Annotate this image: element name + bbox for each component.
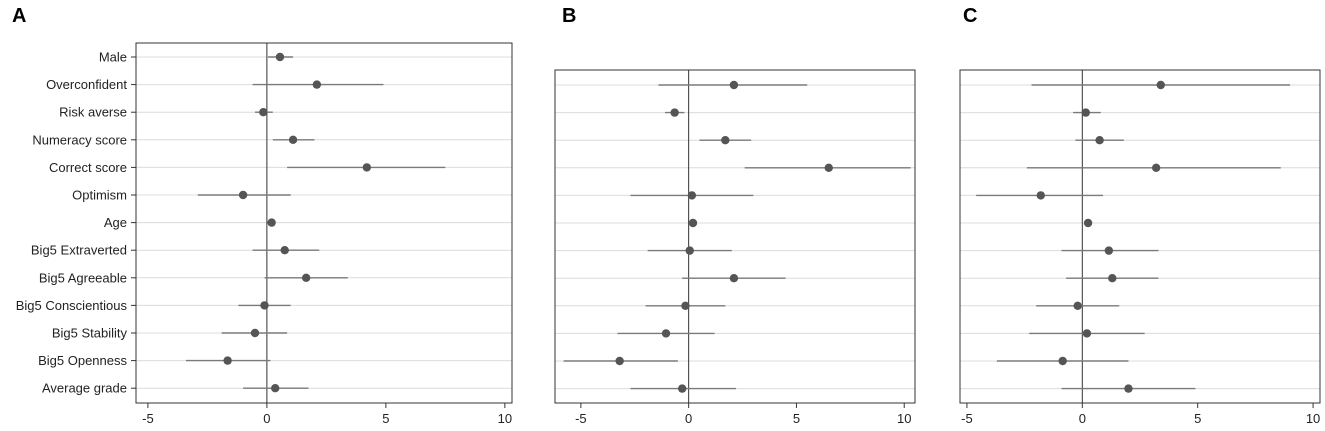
estimate-point <box>824 163 833 172</box>
estimate-point <box>280 246 289 255</box>
x-tick-label: 10 <box>1306 411 1320 426</box>
estimate-point <box>312 80 322 89</box>
estimate-point <box>1073 301 1082 310</box>
x-tick-label: 5 <box>793 411 800 426</box>
y-category-label: Overconfident <box>46 77 127 92</box>
x-tick-label: 5 <box>1194 411 1201 426</box>
estimate-point <box>729 274 739 283</box>
estimate-point <box>688 218 698 228</box>
y-category-label: Big5 Stability <box>52 326 128 341</box>
estimate-point <box>670 108 679 117</box>
estimate-point <box>1081 108 1090 117</box>
x-tick-label: 10 <box>897 411 911 426</box>
y-category-label: Age <box>104 215 127 230</box>
plot-frame <box>959 69 1321 404</box>
estimate-point <box>685 246 694 255</box>
estimate-point <box>362 163 372 172</box>
x-tick-label: 0 <box>1079 411 1086 426</box>
estimate-point <box>288 135 298 144</box>
x-tick-label: 5 <box>382 411 389 426</box>
estimate-point <box>1124 384 1133 393</box>
y-category-label: Correct score <box>49 160 127 175</box>
estimate-point <box>677 384 687 393</box>
estimate-point <box>267 218 276 227</box>
estimate-point <box>223 356 232 365</box>
y-category-label: Big5 Openness <box>38 353 127 368</box>
estimate-point <box>301 273 311 282</box>
y-category-label: Risk averse <box>59 105 127 120</box>
estimate-point <box>1083 218 1093 228</box>
y-category-label: Big5 Conscientious <box>16 298 128 313</box>
x-tick-label: -5 <box>142 411 154 426</box>
estimate-point <box>661 329 671 338</box>
estimate-point <box>260 301 269 310</box>
y-category-label: Big5 Agreeable <box>39 270 127 285</box>
panel-letter-a: A <box>12 5 27 27</box>
estimate-point <box>1108 274 1117 283</box>
x-tick-label: 0 <box>263 411 270 426</box>
panel-letter-b: B <box>562 5 577 27</box>
y-category-label: Male <box>99 50 127 65</box>
estimate-point <box>1095 136 1104 145</box>
x-tick-label: -5 <box>961 411 973 426</box>
estimate-point <box>275 52 285 62</box>
plot-frame <box>554 69 916 404</box>
estimate-point <box>681 301 690 310</box>
estimate-point <box>1151 163 1161 172</box>
estimate-point <box>238 190 248 200</box>
y-category-label: Big5 Extraverted <box>31 243 127 258</box>
estimate-point <box>1156 80 1165 90</box>
estimate-point <box>1104 246 1114 255</box>
estimate-point <box>687 191 697 200</box>
x-tick-label: 10 <box>498 411 512 426</box>
estimate-point <box>1036 191 1045 200</box>
estimate-point <box>615 356 624 366</box>
panel-letter-c: C <box>963 5 978 27</box>
estimate-point <box>250 328 260 338</box>
estimate-point <box>1082 329 1092 338</box>
estimate-point <box>259 108 268 117</box>
y-category-label: Numeracy score <box>32 132 127 147</box>
estimate-point <box>271 384 280 393</box>
x-tick-label: -5 <box>575 411 587 426</box>
estimate-point <box>1058 356 1067 366</box>
x-tick-label: 0 <box>685 411 692 426</box>
y-category-label: Optimism <box>72 188 127 203</box>
y-category-label: Average grade <box>42 381 127 396</box>
estimate-point <box>729 80 739 90</box>
estimate-point <box>721 136 730 145</box>
